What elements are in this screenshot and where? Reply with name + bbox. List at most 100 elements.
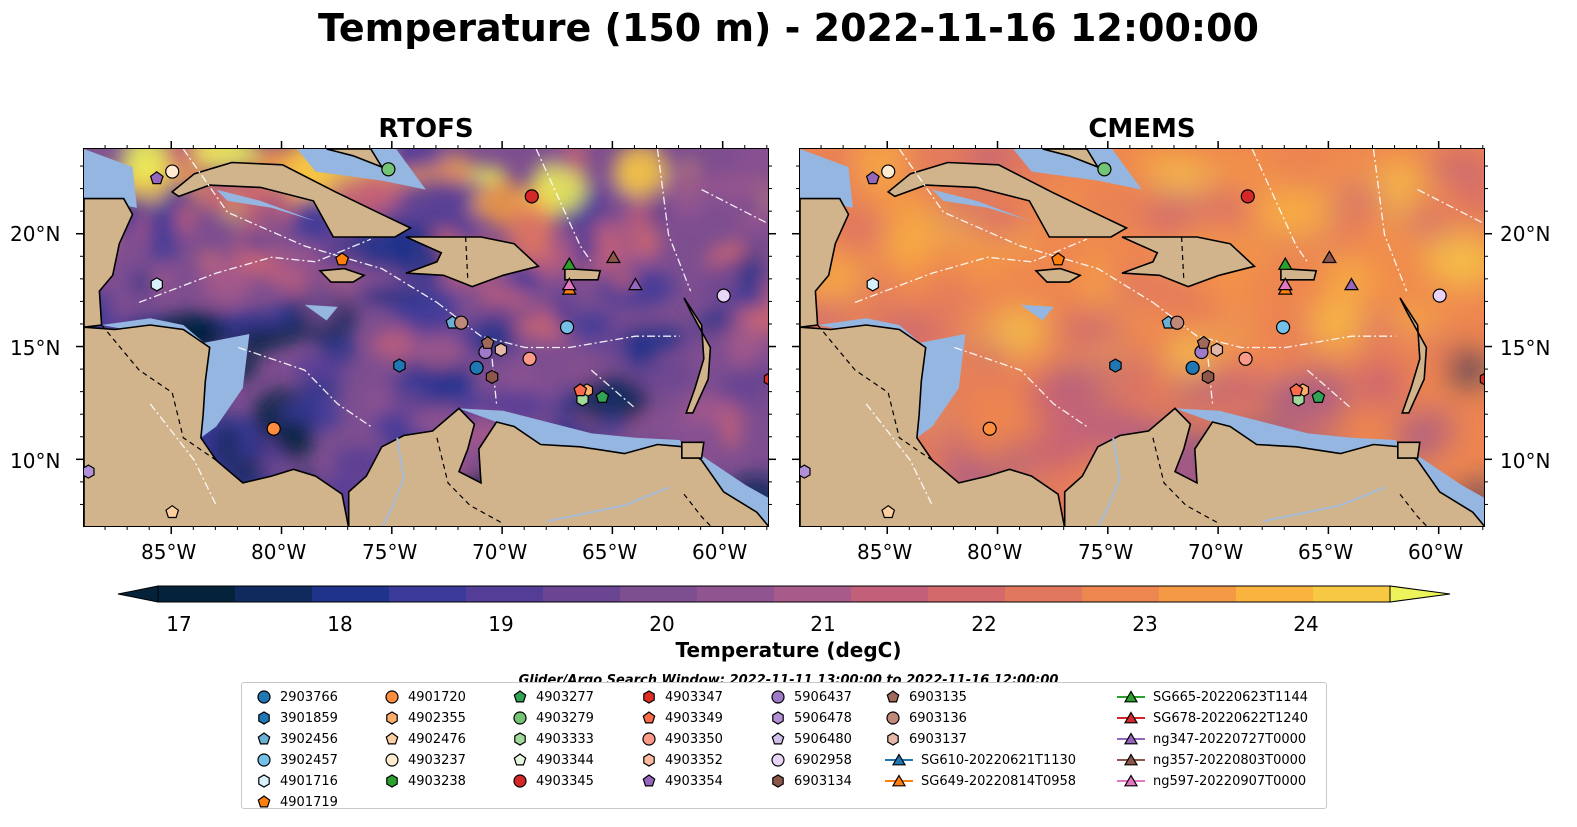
legend-marker[interactable]: [257, 753, 271, 767]
observation-marker[interactable]: [982, 421, 997, 436]
observation-marker[interactable]: [865, 171, 880, 185]
legend-item-label: 4902355: [408, 710, 466, 726]
colorbar-band: [1082, 586, 1160, 602]
legend-marker[interactable]: [642, 711, 656, 724]
legend-marker[interactable]: [385, 753, 399, 767]
colorbar-band: [466, 586, 544, 602]
observation-marker[interactable]: [84, 464, 95, 479]
observation-marker[interactable]: [561, 277, 577, 291]
observation-marker[interactable]: [524, 189, 539, 204]
observation-marker[interactable]: [1210, 342, 1224, 357]
legend-marker[interactable]: [886, 690, 900, 703]
observation-marker[interactable]: [866, 277, 880, 292]
colorbar-tick-22: 22: [971, 612, 997, 636]
observation-marker[interactable]: [1109, 358, 1122, 373]
lon-label-70-left: 70°W: [472, 540, 528, 564]
observation-marker[interactable]: [1240, 189, 1255, 204]
legend-marker[interactable]: [771, 732, 785, 745]
observation-marker[interactable]: [1289, 383, 1304, 397]
legend-item-label: 4901716: [280, 773, 338, 789]
observation-marker[interactable]: [469, 360, 484, 375]
observation-marker[interactable]: [881, 164, 896, 179]
legend-marker[interactable]: [643, 690, 655, 704]
observation-marker[interactable]: [573, 383, 588, 397]
legend-marker[interactable]: [886, 711, 900, 725]
legend-marker[interactable]: [1123, 711, 1139, 724]
observation-marker[interactable]: [494, 342, 508, 357]
legend-marker[interactable]: [642, 774, 656, 787]
legend-marker-icon: [386, 711, 398, 725]
eez-boundary: [436, 301, 680, 349]
observation-marker[interactable]: [381, 162, 396, 177]
legend-marker[interactable]: [1123, 774, 1139, 787]
observation-marker[interactable]: [1311, 389, 1326, 403]
observation-marker[interactable]: [1051, 252, 1066, 266]
legend-marker[interactable]: [385, 690, 399, 704]
observation-marker[interactable]: [1277, 256, 1293, 270]
observation-marker[interactable]: [1170, 315, 1185, 330]
observation-marker[interactable]: [1277, 277, 1293, 291]
observation-marker[interactable]: [561, 256, 577, 270]
legend-marker[interactable]: [887, 732, 899, 746]
legend-marker[interactable]: [386, 774, 398, 788]
legend-marker[interactable]: [642, 732, 656, 746]
observation-marker[interactable]: [480, 335, 495, 349]
observation-marker[interactable]: [881, 504, 896, 519]
legend-marker[interactable]: [258, 711, 270, 725]
legend-marker[interactable]: [771, 753, 785, 767]
legend-marker[interactable]: [772, 711, 784, 725]
observation-marker[interactable]: [485, 369, 499, 385]
observation-marker[interactable]: [1196, 335, 1211, 349]
legend-marker[interactable]: [513, 690, 527, 703]
legend-marker[interactable]: [513, 711, 527, 725]
observation-marker[interactable]: [149, 171, 164, 185]
observation-marker[interactable]: [335, 252, 350, 266]
legend-marker[interactable]: [514, 732, 526, 746]
observation-marker[interactable]: [595, 389, 610, 403]
legend-marker[interactable]: [386, 711, 398, 725]
observation-marker[interactable]: [1201, 369, 1215, 385]
legend-marker[interactable]: [385, 732, 399, 745]
legend-marker[interactable]: [643, 753, 655, 767]
observation-marker[interactable]: [1097, 162, 1112, 177]
observation-marker[interactable]: [1275, 320, 1291, 335]
legend-marker[interactable]: [257, 690, 271, 704]
observation-marker[interactable]: [627, 277, 643, 291]
legend-marker[interactable]: [257, 732, 271, 745]
legend-marker[interactable]: [513, 774, 527, 788]
observation-marker[interactable]: [165, 504, 180, 519]
shelf-venezuela: [459, 408, 684, 454]
legend-item: 6903135: [885, 687, 967, 707]
observation-marker[interactable]: [1479, 373, 1485, 386]
observation-marker[interactable]: [605, 250, 621, 264]
legend-marker[interactable]: [1123, 753, 1139, 766]
observation-marker[interactable]: [559, 320, 575, 335]
observation-marker[interactable]: [1432, 288, 1447, 303]
observation-marker[interactable]: [1321, 250, 1337, 264]
observation-marker[interactable]: [393, 358, 406, 373]
legend-marker[interactable]: [1123, 690, 1139, 703]
legend-marker[interactable]: [772, 774, 784, 788]
observation-marker[interactable]: [763, 373, 769, 386]
map-cmems[interactable]: [799, 148, 1485, 527]
legend-marker[interactable]: [891, 774, 907, 787]
legend-marker[interactable]: [258, 774, 270, 788]
legend-marker[interactable]: [771, 690, 785, 704]
observation-marker[interactable]: [454, 315, 469, 330]
observation-marker[interactable]: [1238, 351, 1253, 366]
map-rtofs[interactable]: [83, 148, 769, 527]
legend-marker[interactable]: [891, 753, 907, 766]
observation-marker[interactable]: [150, 277, 164, 292]
observation-marker[interactable]: [800, 464, 811, 479]
observation-marker[interactable]: [1185, 360, 1200, 375]
colorbar-band: [312, 586, 390, 602]
legend-marker[interactable]: [513, 753, 527, 766]
eez-boundary: [149, 403, 217, 506]
legend-marker[interactable]: [1123, 732, 1139, 745]
observation-marker[interactable]: [165, 164, 180, 179]
legend-marker[interactable]: [257, 795, 271, 808]
observation-marker[interactable]: [716, 288, 731, 303]
observation-marker[interactable]: [522, 351, 537, 366]
observation-marker[interactable]: [266, 421, 281, 436]
observation-marker[interactable]: [1343, 277, 1359, 291]
